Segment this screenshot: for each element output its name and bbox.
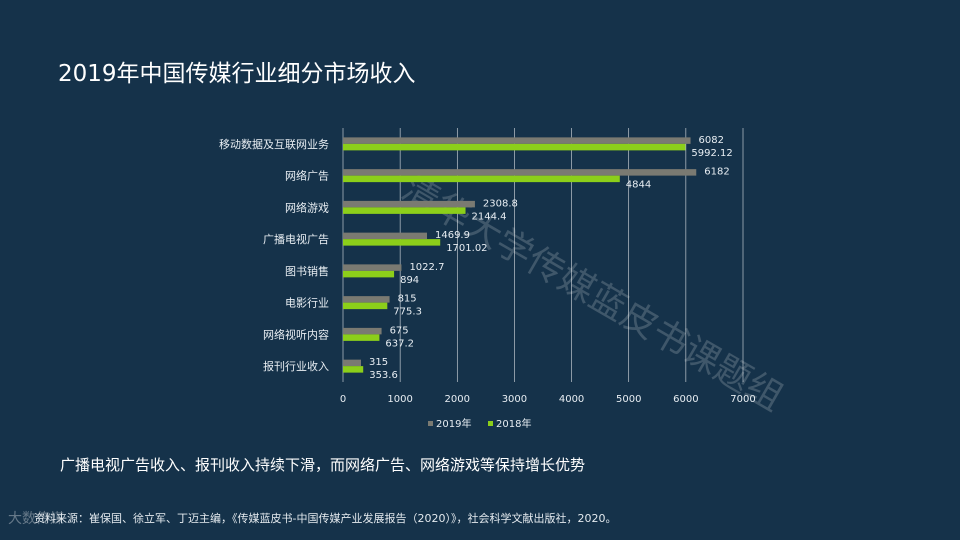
data-label: 4844 xyxy=(626,180,651,191)
bar-2019 xyxy=(343,137,691,144)
bar-2018 xyxy=(343,366,364,373)
bar-2019 xyxy=(343,169,697,176)
category-label: 报刊行业收入 xyxy=(263,359,329,373)
legend-label: 2019年 xyxy=(436,417,471,430)
source-note: 资料来源：崔保国、徐立军、丁迈主编，《传媒蓝皮书-中国传媒产业发展报告（2020… xyxy=(34,512,617,525)
data-label: 1469.9 xyxy=(435,230,470,241)
category-label: 网络游戏 xyxy=(285,200,329,214)
data-label: 815 xyxy=(398,294,417,305)
category-label: 网络视听内容 xyxy=(263,327,329,341)
data-label: 2144.4 xyxy=(472,211,507,222)
data-label: 1701.02 xyxy=(446,243,487,254)
logo-watermark: 大数传媒 xyxy=(8,511,64,527)
bar-2019 xyxy=(343,296,390,303)
legend: 2019年 2018年 xyxy=(428,417,531,430)
category-label: 移动数据及互联网业务 xyxy=(219,137,329,151)
data-label: 1022.7 xyxy=(409,262,444,273)
category-label: 网络广告 xyxy=(285,169,329,183)
data-label: 2308.8 xyxy=(483,198,518,209)
data-label: 675 xyxy=(390,325,409,336)
x-tick-label: 7000 xyxy=(730,394,755,405)
bars xyxy=(343,137,697,373)
data-label: 894 xyxy=(400,275,419,286)
data-label: 353.6 xyxy=(369,370,398,381)
category-label: 图书销售 xyxy=(285,264,329,278)
bar-2018 xyxy=(343,334,380,341)
x-tick-label: 3000 xyxy=(502,394,527,405)
bar-2018 xyxy=(343,270,395,278)
bar-2019 xyxy=(343,232,427,240)
legend-label: 2018年 xyxy=(496,417,531,430)
bar-2019 xyxy=(343,359,361,367)
x-tick-label: 4000 xyxy=(559,394,584,405)
bar-2018 xyxy=(343,302,388,310)
data-label: 637.2 xyxy=(385,338,414,349)
legend-swatch xyxy=(488,421,493,426)
bar-2018 xyxy=(343,175,620,183)
category-label: 广播电视广告 xyxy=(263,232,329,246)
x-tick-label: 2000 xyxy=(445,394,470,405)
data-label: 6182 xyxy=(704,167,729,178)
x-tick-label: 0 xyxy=(340,394,346,405)
bar-2018 xyxy=(343,207,466,214)
bar-2019 xyxy=(343,264,402,271)
bar-2019 xyxy=(343,327,382,335)
data-label: 6082 xyxy=(699,135,724,146)
x-tick-label: 1000 xyxy=(387,394,412,405)
data-label: 775.3 xyxy=(393,307,422,318)
bar-2019 xyxy=(343,200,475,208)
conclusion-text: 广播电视广告收入、报刊收入持续下滑，而网络广告、网络游戏等保持增长优势 xyxy=(60,456,586,474)
bar-2018 xyxy=(343,239,441,246)
x-tick-label: 5000 xyxy=(616,394,641,405)
slide-title: 2019年中国传媒行业细分市场收入 xyxy=(58,61,416,87)
labels: 0 1000 2000 3000 4000 5000 6000 7000 移动数据及互联网业务 6… xyxy=(219,135,756,405)
data-label: 5992.12 xyxy=(691,148,732,159)
bar-2018 xyxy=(343,143,686,151)
data-label: 315 xyxy=(369,357,388,368)
legend-swatch xyxy=(428,421,433,426)
category-label: 电影行业 xyxy=(285,297,329,310)
x-tick-label: 6000 xyxy=(673,394,698,405)
